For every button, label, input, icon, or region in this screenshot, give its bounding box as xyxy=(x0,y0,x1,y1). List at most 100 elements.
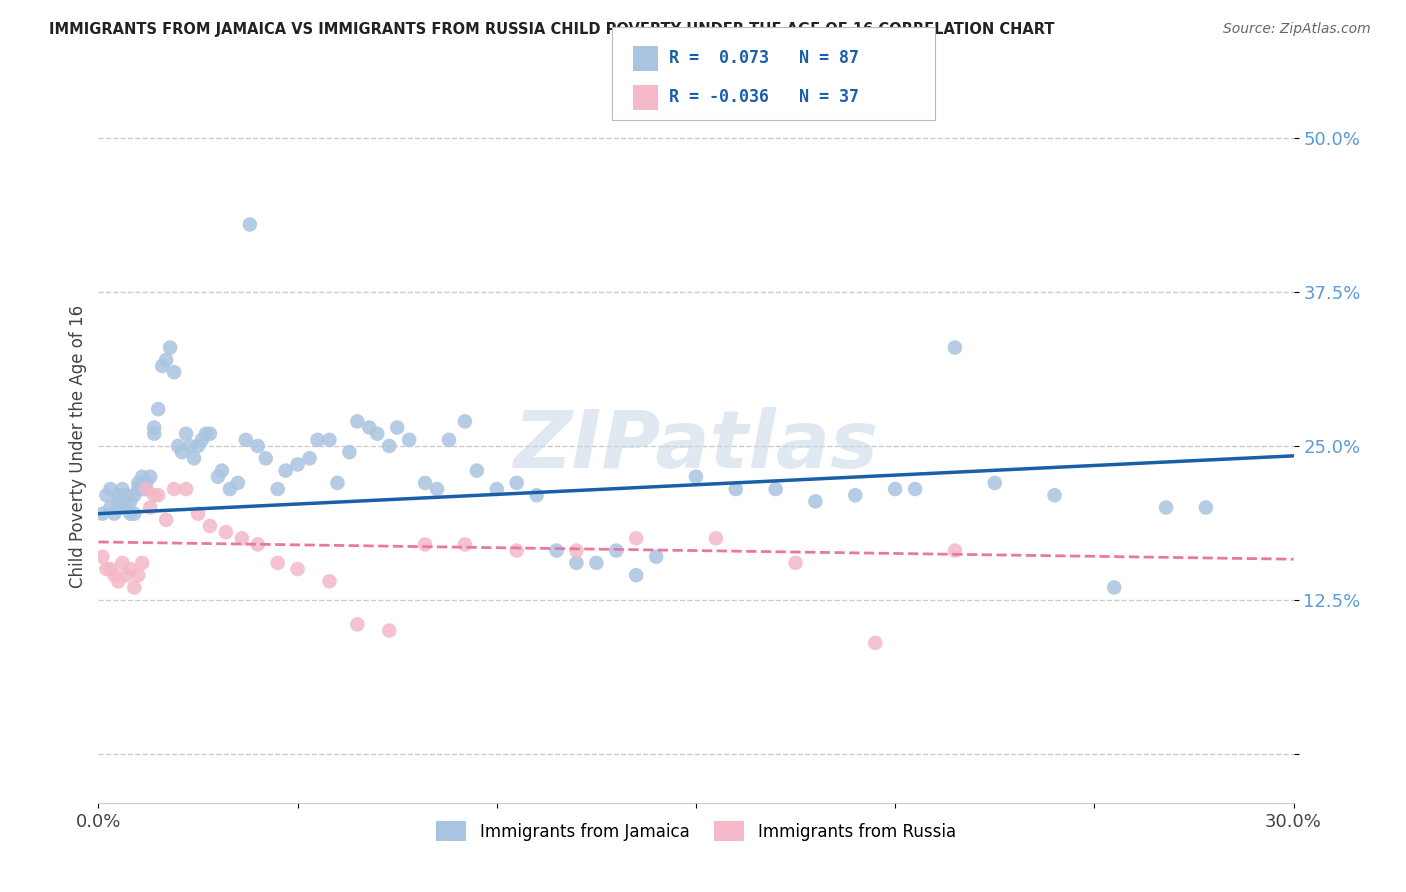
Point xyxy=(143,488,166,502)
Point xyxy=(339,445,361,459)
Point xyxy=(565,543,588,558)
Point xyxy=(485,482,508,496)
Point xyxy=(385,420,409,434)
Point xyxy=(565,556,588,570)
Point xyxy=(198,519,221,533)
Point xyxy=(865,636,887,650)
Point xyxy=(215,525,238,540)
Point xyxy=(91,549,114,564)
Point xyxy=(585,556,607,570)
Point xyxy=(246,537,269,551)
Point xyxy=(131,556,153,570)
Point xyxy=(135,482,157,496)
Text: IMMIGRANTS FROM JAMAICA VS IMMIGRANTS FROM RUSSIA CHILD POVERTY UNDER THE AGE OF: IMMIGRANTS FROM JAMAICA VS IMMIGRANTS FR… xyxy=(49,22,1054,37)
Point xyxy=(943,543,966,558)
Point xyxy=(626,531,648,545)
Point xyxy=(183,451,205,466)
Point xyxy=(111,500,134,515)
Point xyxy=(163,365,186,379)
Point xyxy=(437,433,460,447)
Point xyxy=(298,451,321,466)
Point xyxy=(103,507,125,521)
Point xyxy=(943,341,966,355)
Point xyxy=(96,562,118,576)
Point xyxy=(287,562,309,576)
Point xyxy=(506,475,529,490)
Point xyxy=(135,482,157,496)
Point xyxy=(398,433,420,447)
Point xyxy=(287,458,309,472)
Point xyxy=(235,433,257,447)
Point xyxy=(115,500,138,515)
Point xyxy=(254,451,277,466)
Point xyxy=(724,482,747,496)
Point xyxy=(378,439,401,453)
Point xyxy=(454,537,477,551)
Point xyxy=(318,574,340,589)
Point xyxy=(98,500,122,515)
Point xyxy=(159,341,181,355)
Point xyxy=(111,482,134,496)
Point xyxy=(274,464,297,478)
Point xyxy=(378,624,401,638)
Point xyxy=(704,531,727,545)
Point xyxy=(267,482,290,496)
Point xyxy=(120,562,142,576)
Point xyxy=(115,488,138,502)
Point xyxy=(191,433,214,447)
Point xyxy=(167,439,190,453)
Legend: Immigrants from Jamaica, Immigrants from Russia: Immigrants from Jamaica, Immigrants from… xyxy=(429,814,963,848)
Point xyxy=(454,414,477,428)
Point xyxy=(267,556,290,570)
Point xyxy=(107,574,129,589)
Point xyxy=(124,507,146,521)
Point xyxy=(143,426,166,441)
Point xyxy=(124,581,146,595)
Point xyxy=(163,482,186,496)
Text: R =  0.073   N = 87: R = 0.073 N = 87 xyxy=(669,49,859,67)
Point xyxy=(107,494,129,508)
Point xyxy=(148,402,170,417)
Point xyxy=(187,507,209,521)
Point xyxy=(139,469,162,483)
Text: Source: ZipAtlas.com: Source: ZipAtlas.com xyxy=(1223,22,1371,37)
Point xyxy=(127,482,149,496)
Point xyxy=(124,488,146,502)
Point xyxy=(120,494,142,508)
Point xyxy=(195,426,218,441)
Point xyxy=(844,488,866,502)
Point xyxy=(120,507,142,521)
Point xyxy=(246,439,269,453)
Point xyxy=(91,507,114,521)
Point xyxy=(413,475,436,490)
Point xyxy=(231,531,253,545)
Point xyxy=(884,482,907,496)
Point xyxy=(219,482,242,496)
Point xyxy=(1154,500,1177,515)
Point xyxy=(135,475,157,490)
Point xyxy=(150,359,173,373)
Point xyxy=(326,475,349,490)
Point xyxy=(96,488,118,502)
Point xyxy=(103,568,125,582)
Point xyxy=(346,617,368,632)
Point xyxy=(239,218,262,232)
Point xyxy=(1104,581,1126,595)
Text: ZIPatlas: ZIPatlas xyxy=(513,407,879,485)
Point xyxy=(131,482,153,496)
Point xyxy=(526,488,548,502)
Point xyxy=(804,494,827,508)
Point xyxy=(155,352,177,367)
Point xyxy=(546,543,568,558)
Point xyxy=(127,568,149,582)
Point xyxy=(645,549,668,564)
Point xyxy=(307,433,329,447)
Point xyxy=(1195,500,1218,515)
Point xyxy=(1043,488,1066,502)
Point xyxy=(131,469,153,483)
Point xyxy=(211,464,233,478)
Point xyxy=(685,469,707,483)
Point xyxy=(413,537,436,551)
Point xyxy=(98,562,122,576)
Point xyxy=(318,433,340,447)
